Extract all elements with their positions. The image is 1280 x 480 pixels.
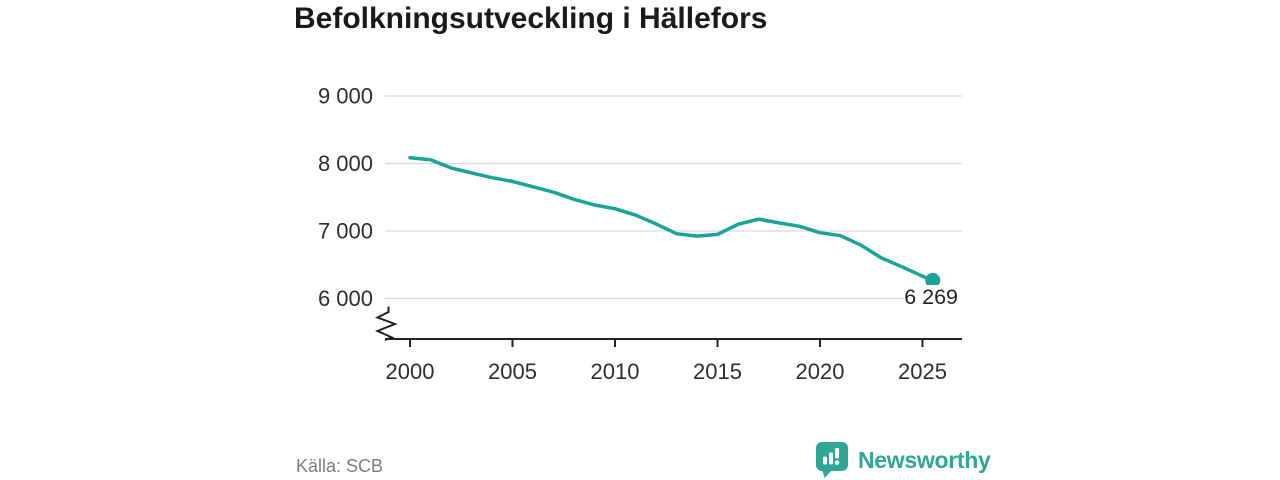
newsworthy-speech-bubble-barchart-icon [816,442,849,479]
source-note: Källa: SCB [296,456,384,476]
x-axis-tick-label: 2000 [386,359,435,384]
x-axis-tick-label: 2025 [898,359,947,384]
population-line [408,156,935,283]
y-axis-tick-label: 7 000 [318,219,373,244]
x-axis-tick-label: 2010 [591,359,640,384]
x-axis-tick-label: 2005 [488,359,537,384]
newsworthy-logo: Newsworthy [816,442,991,479]
y-axis-tick-label: 6 000 [318,286,373,311]
newsworthy-logo-text: Newsworthy [858,447,991,473]
x-axis-tick-label: 2020 [796,359,845,384]
y-axis-tick-label: 9 000 [318,84,373,109]
end-point-marker [925,272,941,288]
y-axis-tick-label: 8 000 [318,151,373,176]
end-value-label-bg [904,285,962,309]
end-value-label: 6 269 [904,285,958,309]
chart-title: Befolkningsutveckling i Hällefors [294,2,768,35]
y-axis-break-icon [374,306,398,341]
x-axis-tick-label: 2015 [693,359,742,384]
